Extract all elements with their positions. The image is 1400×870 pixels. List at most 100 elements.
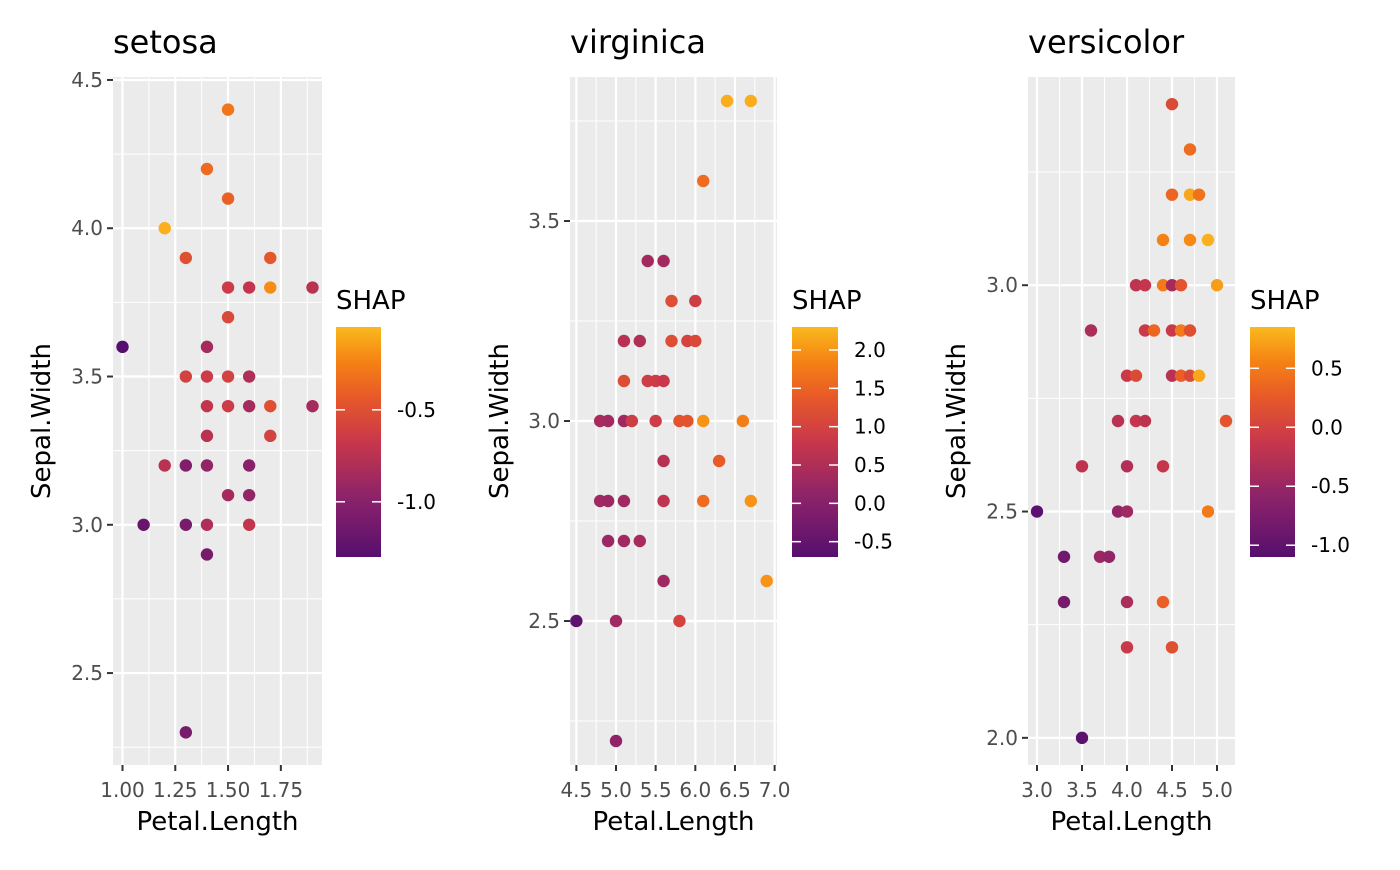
x-tick-label: 6.5 (719, 778, 751, 802)
panel-setosa: 1.00 1.25 1.50 1.75 2.5 3.0 3.5 4.0 4.5 setosa Pet… (27, 23, 436, 837)
data-point (1075, 731, 1089, 745)
y-axis-title: Sepal.Width (485, 343, 515, 499)
y-tick-label: 3.0 (71, 513, 103, 537)
legend-colorbar (336, 327, 381, 557)
data-point (657, 574, 670, 588)
data-point (200, 162, 214, 176)
data-point (1120, 505, 1134, 518)
data-point (1183, 324, 1197, 337)
x-tick-label: 6.0 (679, 778, 711, 802)
x-tick-label: 5.0 (600, 778, 632, 802)
data-point (1174, 369, 1188, 382)
data-point (625, 414, 639, 428)
data-point (1120, 595, 1134, 609)
data-point (617, 494, 631, 508)
data-point (1138, 414, 1152, 428)
data-point (1183, 369, 1197, 382)
y-tick-label: 4.5 (71, 68, 103, 92)
data-point (1111, 414, 1125, 428)
data-point (1156, 279, 1170, 292)
data-point (1201, 505, 1215, 518)
data-point (1165, 324, 1179, 337)
data-point (1165, 279, 1179, 292)
data-point (264, 399, 277, 413)
data-point (657, 454, 670, 468)
data-point (1102, 550, 1116, 563)
y-tick-label: 3.5 (71, 365, 103, 389)
legend-tick-label: 2.0 (854, 338, 886, 362)
data-point (1192, 369, 1206, 382)
x-tick-label: 3.5 (1066, 778, 1098, 802)
data-point (1111, 505, 1125, 518)
y-axis-title: Sepal.Width (942, 343, 972, 499)
data-point (1093, 550, 1107, 563)
x-tick-label: 4.0 (1111, 778, 1143, 802)
legend-colorbar (1250, 327, 1295, 557)
data-point (1183, 188, 1197, 201)
y-tick-label: 3.5 (528, 209, 560, 233)
data-point (221, 399, 235, 413)
data-point (221, 488, 235, 502)
x-axis-title: Petal.Length (1050, 807, 1212, 837)
data-point (242, 459, 256, 472)
data-point (221, 370, 235, 383)
data-point (601, 494, 615, 508)
data-point (1174, 324, 1188, 337)
x-tick-label: 5.5 (640, 778, 672, 802)
data-point (1165, 641, 1179, 654)
x-tick-label: 1.50 (206, 778, 251, 802)
legend-tick-label: 0.5 (854, 453, 886, 477)
panel-versicolor: 3.0 3.5 4.0 4.5 5.0 2.0 2.5 3.0 versicolor Petal.… (942, 23, 1350, 837)
legend-tick-label: -0.5 (397, 398, 436, 422)
data-point (264, 251, 277, 265)
data-point (657, 254, 670, 268)
legend-title: SHAP (336, 286, 406, 316)
legend-tick-label: 1.0 (854, 415, 886, 439)
data-point (609, 734, 623, 748)
y-tick-label: 2.5 (71, 661, 103, 685)
x-tick-label: 7.0 (759, 778, 791, 802)
data-point (221, 311, 235, 324)
y-tick-label: 2.5 (528, 609, 560, 633)
data-point (665, 334, 678, 348)
legend-tick-label: -1.0 (397, 490, 436, 514)
panel-background (113, 77, 322, 765)
data-point (1057, 550, 1071, 563)
data-point (736, 414, 750, 428)
legend-title: SHAP (1250, 286, 1320, 316)
data-point (1129, 414, 1143, 428)
data-point (242, 370, 256, 383)
data-point (633, 534, 646, 548)
color-legend: SHAP 2.0 1.5 1.0 0.5 0.0 -0.5 (792, 286, 893, 557)
data-point (221, 281, 235, 294)
data-point (744, 94, 758, 108)
data-point (242, 281, 256, 294)
y-axis-title: Sepal.Width (27, 343, 57, 499)
y-tick-label: 4.0 (71, 216, 103, 240)
data-point (200, 340, 214, 354)
data-point (1138, 324, 1152, 337)
legend-title: SHAP (792, 286, 862, 316)
data-point (641, 254, 654, 268)
data-point (200, 399, 214, 413)
data-point (1057, 595, 1071, 609)
data-point (697, 494, 710, 508)
data-point (179, 459, 193, 472)
data-point (221, 192, 235, 205)
data-point (1030, 505, 1044, 518)
data-point (1147, 324, 1161, 337)
data-point (720, 94, 734, 108)
data-point (697, 174, 710, 188)
data-point (617, 534, 631, 548)
data-point (1219, 414, 1233, 428)
data-point (200, 518, 214, 531)
data-point (242, 399, 256, 413)
data-point (1183, 233, 1197, 247)
data-point (689, 334, 702, 348)
legend-tick-label: -0.5 (854, 530, 893, 554)
data-point (1165, 188, 1179, 201)
data-point (179, 251, 193, 265)
data-point (179, 726, 193, 739)
data-point (665, 294, 678, 308)
